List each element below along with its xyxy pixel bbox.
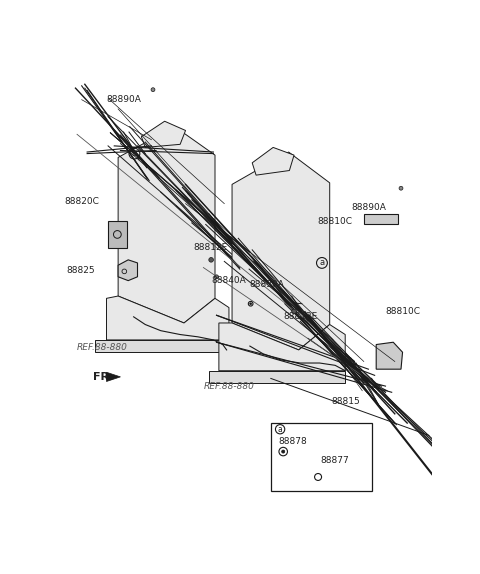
- Text: a: a: [278, 425, 282, 434]
- Polygon shape: [232, 152, 330, 350]
- Polygon shape: [108, 222, 127, 247]
- Circle shape: [250, 303, 252, 305]
- Text: 88820C: 88820C: [65, 197, 99, 206]
- Circle shape: [215, 275, 218, 279]
- Circle shape: [282, 450, 285, 453]
- Text: 88890A: 88890A: [107, 95, 142, 104]
- Text: 88812E: 88812E: [193, 243, 228, 252]
- Polygon shape: [376, 342, 403, 369]
- Text: 88830A: 88830A: [250, 280, 285, 289]
- Polygon shape: [252, 148, 294, 175]
- Text: 88877: 88877: [321, 456, 349, 464]
- Polygon shape: [364, 214, 398, 224]
- Circle shape: [399, 187, 403, 190]
- Text: REF.88-880: REF.88-880: [77, 343, 128, 352]
- Polygon shape: [118, 127, 215, 323]
- Text: 88878: 88878: [278, 437, 307, 446]
- Text: 88812E: 88812E: [283, 312, 317, 321]
- Polygon shape: [209, 371, 345, 383]
- Text: 88810C: 88810C: [385, 307, 420, 316]
- FancyBboxPatch shape: [271, 423, 372, 491]
- Text: 88840A: 88840A: [211, 276, 246, 285]
- Text: a: a: [132, 149, 137, 158]
- Circle shape: [151, 88, 155, 92]
- Text: REF.88-880: REF.88-880: [204, 382, 254, 391]
- Polygon shape: [219, 323, 345, 371]
- Text: a: a: [319, 258, 324, 267]
- Polygon shape: [118, 260, 137, 281]
- Text: 88810C: 88810C: [317, 217, 352, 226]
- Polygon shape: [107, 373, 120, 382]
- Circle shape: [209, 258, 214, 262]
- Text: 88815: 88815: [331, 397, 360, 406]
- Text: 88825: 88825: [66, 266, 95, 275]
- Polygon shape: [142, 121, 186, 148]
- Polygon shape: [107, 296, 229, 340]
- Polygon shape: [95, 340, 229, 352]
- Text: FR.: FR.: [93, 372, 113, 382]
- Circle shape: [292, 309, 296, 314]
- Text: 88890A: 88890A: [351, 203, 386, 212]
